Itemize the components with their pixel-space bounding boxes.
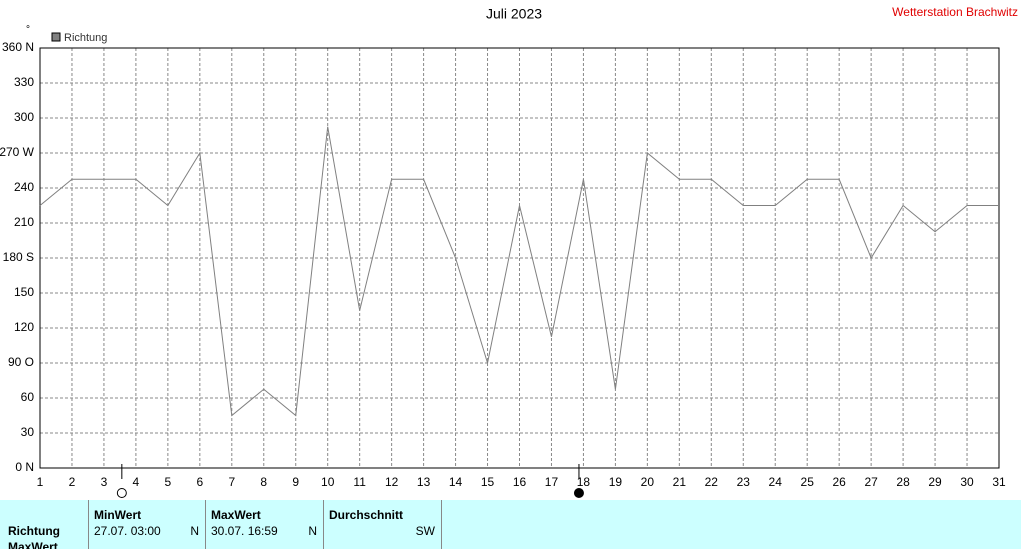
x-tick-label: 7 [228, 475, 235, 489]
x-tick-label: 12 [385, 475, 399, 489]
row-label: Richtung [8, 524, 60, 538]
y-tick-label: 30 [21, 425, 35, 439]
row-label: MaxWert [8, 540, 58, 549]
column-header: MaxWert [211, 508, 261, 522]
table-column: MaxWert 30.07. 16:59 N [205, 500, 323, 549]
x-tick-label: 31 [992, 475, 1006, 489]
y-tick-label: 180 S [3, 250, 34, 264]
y-tick-label: 360 N [2, 40, 34, 54]
x-tick-label: 23 [737, 475, 751, 489]
x-tick-label: 19 [609, 475, 623, 489]
summary-table: Richtung MaxWert MinWert 27.07. 03:00 N Max… [0, 500, 1021, 549]
table-separator [441, 500, 442, 549]
x-tick-label: 18 [577, 475, 591, 489]
chart-title: Juli 2023 [486, 6, 542, 22]
x-tick-label: 8 [260, 475, 267, 489]
x-tick-label: 29 [928, 475, 942, 489]
time-value: 30.07. 16:59 [211, 524, 278, 538]
x-tick-label: 10 [321, 475, 335, 489]
x-tick-label: 17 [545, 475, 559, 489]
data-line [39, 126, 999, 417]
y-tick-label: 90 O [8, 355, 34, 369]
x-tick-label: 21 [673, 475, 687, 489]
chart: Juli 2023 Wetterstation Brachwitz ° 0 N 3… [0, 5, 1018, 498]
y-tick-label: 60 [21, 390, 35, 404]
x-tick-label: 3 [101, 475, 108, 489]
x-tick-label: 14 [449, 475, 463, 489]
station-name: Wetterstation Brachwitz [892, 5, 1018, 19]
y-tick-label: 330 [14, 75, 34, 89]
moon-marker [573, 488, 584, 498]
y-tick-label: 120 [14, 320, 34, 334]
moon-marker [116, 488, 127, 498]
x-tick-label: 9 [292, 475, 299, 489]
direction-value: N [190, 524, 199, 538]
x-tick-label: 4 [133, 475, 140, 489]
column-header: MinWert [94, 508, 142, 522]
x-tick-label: 24 [769, 475, 783, 489]
unit: ° [26, 25, 30, 36]
time-value: 27.07. 03:00 [94, 524, 161, 538]
y-tick-label: 270 W [0, 145, 35, 159]
x-tick-label: 2 [69, 475, 76, 489]
direction-value: N [308, 524, 317, 538]
x-tick-label: 5 [165, 475, 172, 489]
x-tick-label: 20 [641, 475, 655, 489]
x-tick-label: 22 [705, 475, 719, 489]
x-tick-label: 15 [481, 475, 495, 489]
y-tick-label: 240 [14, 180, 34, 194]
x-tick-label: 13 [417, 475, 431, 489]
x-tick-label: 28 [896, 475, 910, 489]
x-tick-label: 16 [513, 475, 527, 489]
y-tick-label: 300 [14, 110, 34, 124]
plot-border [39, 47, 1000, 469]
direction-value: SW [415, 524, 435, 538]
y-tick-label: 0 N [15, 460, 34, 474]
legend-swatch [51, 32, 61, 42]
x-tick-label: 25 [801, 475, 815, 489]
x-tick-label: 1 [37, 475, 44, 489]
x-tick-label: 30 [960, 475, 974, 489]
x-tick-label: 26 [832, 475, 846, 489]
legend-label: Richtung [64, 32, 107, 44]
column-header: Durchschnitt [329, 508, 404, 522]
x-tick-label: 11 [353, 475, 366, 489]
table-column: MinWert 27.07. 03:00 N [88, 500, 205, 549]
table-column: Durchschnitt SW [323, 500, 441, 549]
x-tick-label: 6 [196, 475, 203, 489]
y-tick-label: 210 [14, 215, 34, 229]
x-tick-label: 27 [864, 475, 878, 489]
y-tick-label: 150 [14, 285, 34, 299]
